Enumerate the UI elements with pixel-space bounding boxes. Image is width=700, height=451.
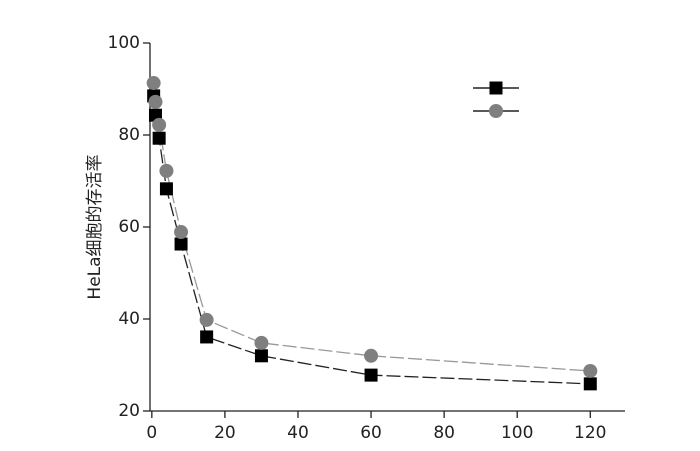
data-point [200, 330, 214, 344]
data-point [159, 163, 174, 178]
y-axis-label: HeLa细胞的存活率 [85, 154, 105, 299]
x-tick-label: 80 [433, 423, 455, 443]
series-line [153, 82, 591, 372]
data-point [174, 225, 189, 240]
series-line [153, 95, 591, 385]
x-tick-label: 40 [287, 423, 309, 443]
x-tick-label: 0 [146, 423, 157, 443]
legend-marker [489, 104, 503, 118]
data-point [148, 94, 163, 109]
x-tick-label: 120 [574, 423, 606, 443]
x-tick-label: 60 [360, 423, 382, 443]
data-point [364, 368, 378, 382]
legend-marker [489, 81, 503, 95]
y-tick-label: 100 [108, 33, 140, 53]
data-point [199, 312, 214, 327]
data-point [174, 237, 188, 251]
data-point [146, 76, 161, 91]
data-point [152, 117, 167, 132]
data-point [254, 335, 269, 350]
y-tick-label: 20 [118, 401, 140, 421]
data-point [152, 131, 166, 145]
y-tick-label: 40 [118, 309, 140, 329]
data-point [583, 377, 597, 391]
data-point [159, 182, 173, 196]
data-point [254, 349, 268, 363]
x-tick-label: 20 [214, 423, 236, 443]
x-tick-label: 100 [501, 423, 533, 443]
data-point [364, 348, 379, 363]
y-tick-label: 80 [118, 125, 140, 145]
y-tick-label: 60 [118, 217, 140, 237]
data-point [583, 363, 598, 378]
